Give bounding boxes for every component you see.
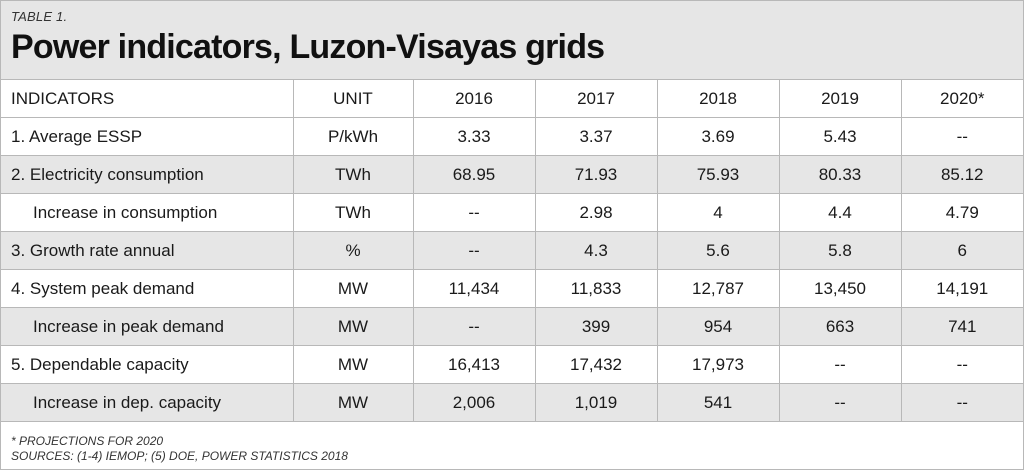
table-number: TABLE 1. — [11, 9, 68, 24]
sources-note: SOURCES: (1-4) IEMOP; (5) DOE, POWER STA… — [11, 449, 348, 463]
row-value-cell: 663 — [779, 307, 902, 346]
row-value-cell: 11,434 — [413, 269, 536, 308]
row-value-cell: -- — [901, 117, 1023, 156]
row-value-cell: 4.4 — [779, 193, 902, 232]
row-value-cell: 3.69 — [657, 117, 780, 156]
table-title: Power indicators, Luzon-Visayas grids — [11, 28, 605, 66]
row-value-cell: -- — [901, 345, 1023, 384]
row-value-cell: 4 — [657, 193, 780, 232]
row-value-cell: 5.6 — [657, 231, 780, 270]
row-value-cell: 399 — [535, 307, 658, 346]
column-header-year: 2017 — [535, 80, 658, 118]
row-value-cell: 954 — [657, 307, 780, 346]
table-row: 3. Growth rate annual% -- 4.3 5.6 5.8 6 — [1, 231, 1023, 270]
row-indicator-label: 5. Dependable capacity — [1, 345, 294, 384]
row-value-cell: 3.37 — [535, 117, 658, 156]
row-unit: P/kWh — [293, 117, 414, 156]
column-header-year: 2016 — [413, 80, 536, 118]
column-header-indicators: INDICATORS — [1, 80, 294, 118]
row-value-cell: 11,833 — [535, 269, 658, 308]
table-row: Increase in peak demand MW -- 399 954 663 741 — [1, 307, 1023, 346]
row-unit: MW — [293, 345, 414, 384]
row-value-cell: 75.93 — [657, 155, 780, 194]
footnote: * PROJECTIONS FOR 2020 — [11, 434, 164, 448]
table-row: 2. Electricity consumption TWh 68.95 71.93 7… — [1, 155, 1023, 194]
row-value-cell: 14,191 — [901, 269, 1023, 308]
row-value-cell: 741 — [901, 307, 1023, 346]
row-unit: TWh — [293, 155, 414, 194]
row-value-cell: 5.43 — [779, 117, 902, 156]
row-unit: MW — [293, 269, 414, 308]
row-unit: TWh — [293, 193, 414, 232]
row-value-cell: 1,019 — [535, 383, 658, 422]
row-value-cell: 4.79 — [901, 193, 1023, 232]
row-value-cell: 12,787 — [657, 269, 780, 308]
row-indicator-label: 2. Electricity consumption — [1, 155, 294, 194]
row-value-cell: 80.33 — [779, 155, 902, 194]
column-header-year: 2019 — [779, 80, 902, 118]
column-header-year: 2018 — [657, 80, 780, 118]
row-value-cell: 17,973 — [657, 345, 780, 384]
table-row: 5. Dependable capacity MW 16,413 17,432 17,9… — [1, 345, 1023, 384]
row-value-cell: 541 — [657, 383, 780, 422]
row-value-cell: 68.95 — [413, 155, 536, 194]
table-row: 4. System peak demand MW 11,434 11,833 12,78… — [1, 269, 1023, 308]
row-value-cell: 2.98 — [535, 193, 658, 232]
table-body: 1. Average ESSP P/kWh 3.33 3.37 3.69 5.43 -- 2.… — [1, 117, 1023, 422]
row-value-cell: -- — [413, 307, 536, 346]
row-indicator-label: 4. System peak demand — [1, 269, 294, 308]
table-header: TABLE 1. Power indicators, Luzon-Visayas… — [1, 1, 1023, 80]
row-indicator-label: Increase in dep. capacity — [1, 383, 294, 422]
row-indicator-label: 3. Growth rate annual — [1, 231, 294, 270]
row-value-cell: -- — [413, 193, 536, 232]
row-value-cell: 17,432 — [535, 345, 658, 384]
row-value-cell: 71.93 — [535, 155, 658, 194]
row-value-cell: 5.8 — [779, 231, 902, 270]
row-value-cell: 13,450 — [779, 269, 902, 308]
header-row: INDICATORS UNIT 2016 2017 2018 2019 2020… — [1, 80, 1023, 118]
row-indicator-label: 1. Average ESSP — [1, 117, 294, 156]
row-value-cell: -- — [901, 383, 1023, 422]
row-value-cell: -- — [779, 345, 902, 384]
table-row: Increase in dep. capacity MW 2,006 1,019 541… — [1, 383, 1023, 422]
column-header-year: 2020* — [901, 80, 1023, 118]
row-value-cell: -- — [413, 231, 536, 270]
row-unit: MW — [293, 383, 414, 422]
row-value-cell: 4.3 — [535, 231, 658, 270]
row-value-cell: 3.33 — [413, 117, 536, 156]
row-indicator-label: Increase in peak demand — [1, 307, 294, 346]
row-unit: % — [293, 231, 414, 270]
row-value-cell: 6 — [901, 231, 1023, 270]
row-value-cell: -- — [779, 383, 902, 422]
row-value-cell: 16,413 — [413, 345, 536, 384]
table-row: 1. Average ESSP P/kWh 3.33 3.37 3.69 5.43 -- — [1, 117, 1023, 156]
row-unit: MW — [293, 307, 414, 346]
table-row: Increase in consumption TWh -- 2.98 4 4.4 4.79 — [1, 193, 1023, 232]
table-footer: * PROJECTIONS FOR 2020 SOURCES: (1-4) IE… — [1, 422, 1023, 464]
row-value-cell: 85.12 — [901, 155, 1023, 194]
row-indicator-label: Increase in consumption — [1, 193, 294, 232]
column-header-unit: UNIT — [293, 80, 414, 118]
row-value-cell: 2,006 — [413, 383, 536, 422]
power-indicators-table: INDICATORS UNIT 2016 2017 2018 2019 2020… — [1, 80, 1023, 422]
